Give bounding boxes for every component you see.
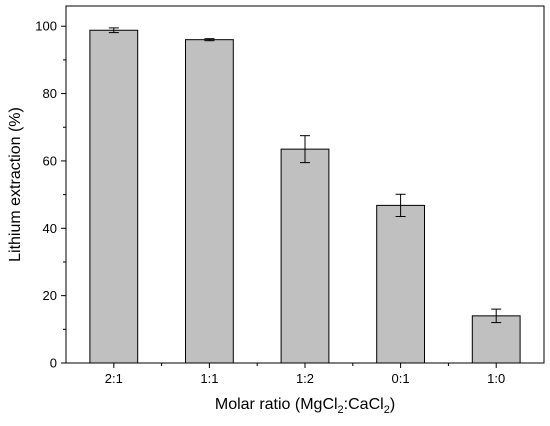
x-tick-label: 1:2 [296, 371, 314, 386]
x-tick-label: 1:0 [487, 371, 505, 386]
x-tick-label: 2:1 [105, 371, 123, 386]
x-tick-label: 1:1 [200, 371, 218, 386]
y-tick-label: 20 [43, 288, 57, 303]
y-tick-label: 100 [35, 19, 57, 34]
x-axis-title-part: ) [390, 396, 395, 413]
bar [471, 315, 521, 364]
error-bars-group [108, 27, 502, 324]
x-axis-title-part: Molar ratio (MgCl [215, 396, 338, 413]
x-axis-title-subscript: 2 [384, 404, 390, 416]
y-tick-label: 60 [43, 153, 57, 168]
y-tick-label: 40 [43, 221, 57, 236]
x-axis-title-subscript: 2 [338, 404, 344, 416]
y-tick-label: 80 [43, 86, 57, 101]
bar [376, 204, 426, 364]
x-axis-ticks: 2:1 1:1 1:2 0:1 1:0 [105, 363, 505, 386]
bar [89, 29, 139, 364]
bar [185, 39, 234, 364]
x-axis-title-part: :CaCl [344, 396, 384, 413]
y-tick-label: 0 [50, 356, 57, 371]
bar [280, 148, 330, 364]
y-axis-ticks: 0 20 40 60 80 100 [35, 19, 66, 371]
bars-group [89, 29, 521, 364]
x-axis-title: Molar ratio (MgCl2:CaCl2) [215, 396, 395, 416]
x-tick-label: 0:1 [392, 371, 410, 386]
y-axis-title: Lithium extraction (%) [7, 107, 24, 262]
